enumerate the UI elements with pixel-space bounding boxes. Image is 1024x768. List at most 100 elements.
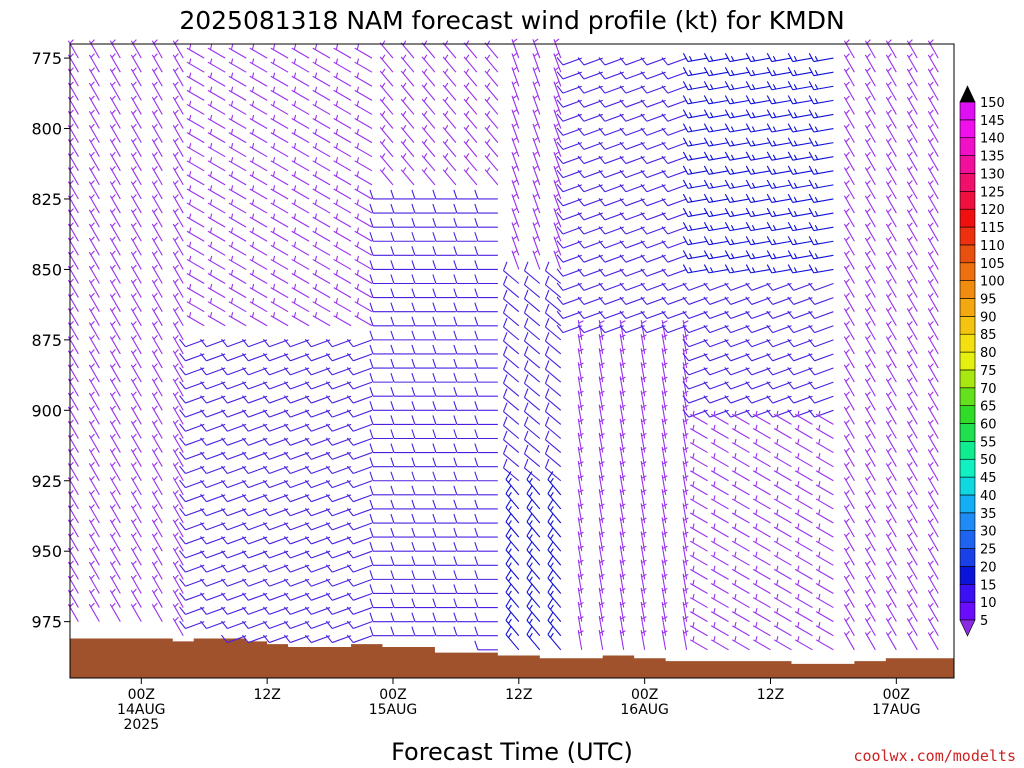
barb-half-flag — [153, 490, 158, 495]
wind-barb — [808, 81, 834, 91]
barb-half-flag — [111, 349, 116, 354]
barb-flag — [682, 81, 689, 91]
barb-half-flag — [734, 481, 737, 487]
barb-half-flag — [293, 86, 297, 92]
barb-half-flag — [293, 114, 297, 121]
wind-barb — [109, 602, 121, 622]
wind-barb — [200, 353, 226, 362]
wind-barb — [766, 109, 792, 119]
wind-barb — [151, 264, 163, 284]
barb-shaft — [270, 61, 289, 73]
barb-half-flag — [251, 143, 255, 149]
wind-barb — [400, 54, 415, 73]
barb-flag — [390, 570, 395, 580]
barb-half-flag — [845, 236, 850, 241]
barb-shaft — [172, 68, 184, 87]
wind-barb — [505, 499, 520, 524]
barb-half-flag — [90, 447, 95, 453]
barb-flag — [682, 95, 689, 105]
wind-barb — [544, 374, 562, 397]
wind-barb — [88, 278, 100, 298]
barb-flag — [703, 137, 710, 147]
wind-barb — [794, 579, 813, 594]
barb-half-flag — [381, 124, 386, 130]
barb-half-flag — [402, 153, 407, 159]
barb-flag — [200, 437, 207, 446]
wind-barb — [794, 452, 813, 468]
wind-barb — [291, 171, 310, 186]
wind-barb — [815, 467, 834, 482]
barb-half-flag — [599, 390, 605, 395]
barb-half-flag — [814, 253, 819, 259]
barb-flag — [598, 254, 606, 263]
wind-barb — [411, 358, 435, 369]
barb-shaft — [332, 607, 352, 615]
barb-half-flag — [641, 390, 647, 395]
barb-flag — [432, 542, 437, 552]
barb-flag — [661, 57, 669, 66]
barb-shaft — [814, 311, 834, 320]
barb-shaft — [186, 202, 205, 214]
wind-barb — [598, 254, 624, 263]
barb-flag — [304, 451, 312, 460]
barb-half-flag — [641, 334, 647, 338]
barb-half-flag — [620, 503, 626, 507]
barb-half-flag — [188, 199, 192, 205]
barb-flag — [432, 415, 437, 425]
barb-flag — [390, 612, 395, 622]
wind-barb — [130, 67, 142, 87]
barb-half-flag — [335, 312, 339, 318]
wind-barb — [598, 268, 624, 277]
barb-flag — [787, 179, 794, 189]
barb-shaft — [545, 411, 562, 425]
barb-flag — [544, 458, 550, 469]
barb-half-flag — [578, 545, 584, 550]
barb-shaft — [708, 170, 729, 175]
wind-barb — [88, 180, 100, 200]
wind-barb — [547, 612, 562, 637]
barb-half-flag — [818, 410, 821, 417]
wind-barb — [661, 183, 687, 193]
barb-half-flag — [688, 98, 693, 104]
wind-barb — [172, 532, 184, 552]
wind-barb — [249, 100, 268, 115]
barb-shaft — [772, 339, 792, 348]
barb-half-flag — [578, 503, 584, 507]
barb-half-flag — [111, 363, 116, 368]
barb-shaft — [151, 420, 163, 439]
wind-barb — [369, 302, 393, 313]
barb-shaft — [547, 507, 562, 524]
barb-flag — [502, 317, 508, 328]
wind-barb — [544, 332, 562, 355]
barb-shaft — [151, 589, 163, 608]
barb-half-flag — [486, 82, 491, 88]
barb-half-flag — [713, 410, 716, 417]
barb-half-flag — [683, 630, 689, 634]
wind-barb — [333, 171, 352, 186]
wind-barb — [109, 560, 121, 580]
wind-barb — [523, 458, 541, 482]
wind-barb — [172, 165, 184, 186]
barb-flag — [745, 81, 752, 91]
barb-half-flag — [683, 461, 689, 465]
barb-flag — [640, 127, 648, 136]
barb-flag — [369, 584, 374, 594]
barb-flag — [787, 324, 795, 333]
barb-half-flag — [209, 157, 213, 163]
barb-flag — [766, 381, 774, 390]
barb-shaft — [604, 184, 624, 193]
barb-half-flag — [314, 297, 318, 304]
barb-flag — [221, 578, 228, 587]
barb-flag — [453, 429, 458, 439]
barb-flag — [598, 226, 606, 235]
wind-barb — [505, 583, 520, 608]
barb-shaft — [511, 165, 520, 186]
barb-half-flag — [111, 67, 116, 72]
barb-shaft — [227, 339, 247, 348]
barb-half-flag — [293, 283, 297, 290]
wind-barb — [242, 367, 268, 376]
wind-barb — [689, 509, 708, 524]
wind-barb — [312, 114, 331, 130]
wind-barb — [172, 95, 184, 115]
barb-shaft — [172, 280, 184, 298]
